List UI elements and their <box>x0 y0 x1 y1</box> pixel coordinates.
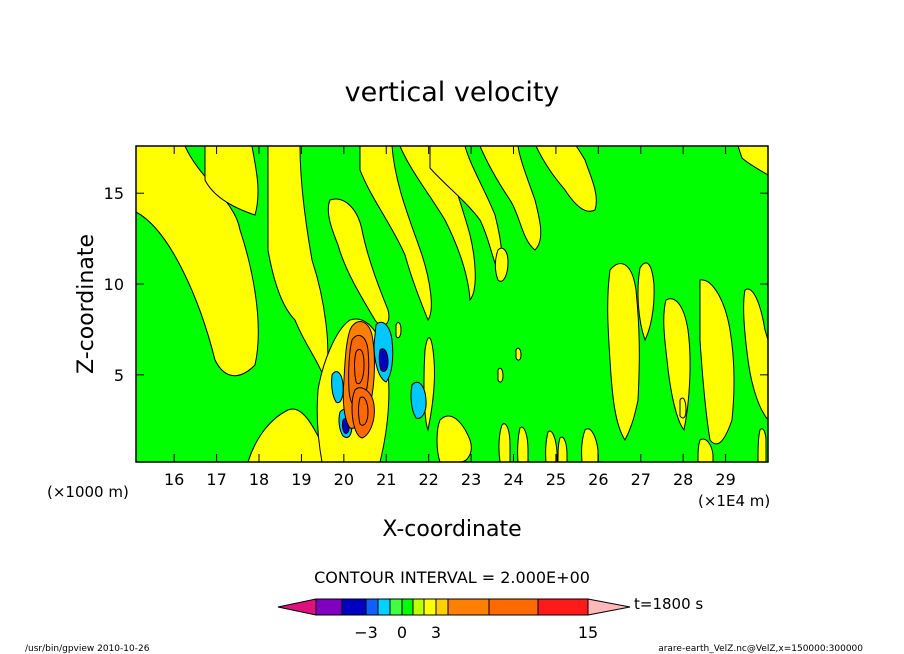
y-axis-label: Z-coordinate <box>74 234 99 374</box>
x-tick-label: 27 <box>631 470 651 489</box>
y-tick-label: 15 <box>104 184 124 203</box>
colorbar-segment <box>401 598 414 616</box>
x-tick-label: 20 <box>334 470 354 489</box>
colorbar-segment <box>277 598 317 616</box>
colorbar-segment <box>412 598 425 616</box>
x-tick-label: 21 <box>376 470 396 489</box>
colorbar-segment <box>365 598 379 616</box>
colorbar-label: 3 <box>431 623 441 642</box>
x-tick-label: 24 <box>503 470 523 489</box>
footer-right: arare-earth_VelZ.nc@VelZ,x=150000:300000 <box>658 644 863 654</box>
x-tick-label: 19 <box>291 470 311 489</box>
colorbar-segment <box>315 598 343 616</box>
colorbar-label: −3 <box>354 623 378 642</box>
colorbar-segment <box>377 598 391 616</box>
x-tick-label: 23 <box>461 470 481 489</box>
colorbar-label: 15 <box>578 623 598 642</box>
x-axis-label: X-coordinate <box>382 517 521 542</box>
y-tick-label: 10 <box>104 275 124 294</box>
colorbar-segment <box>389 598 403 616</box>
time-label: t=1800 s <box>634 595 703 613</box>
x-unit-left: (×1000 m) <box>47 483 129 501</box>
colorbar-segment <box>537 598 589 616</box>
y-tick-label: 5 <box>114 366 124 385</box>
x-tick-label: 29 <box>715 470 735 489</box>
x-tick-label: 28 <box>673 470 693 489</box>
contour-interval: CONTOUR INTERVAL = 2.000E+00 <box>314 568 590 587</box>
colorbar-segment <box>341 598 367 616</box>
colorbar <box>277 598 631 616</box>
x-tick-label: 18 <box>249 470 269 489</box>
x-tick-label: 17 <box>206 470 226 489</box>
colorbar-segment <box>488 598 539 616</box>
colorbar-label: 0 <box>397 623 407 642</box>
colorbar-labels: −3 0 3 15 <box>354 623 598 642</box>
footer-left: /usr/bin/gpview 2010-10-26 <box>25 644 150 654</box>
x-tick-label: 25 <box>546 470 566 489</box>
colorbar-segment <box>447 598 490 616</box>
colorbar-segment <box>435 598 449 616</box>
x-tick-label: 26 <box>588 470 608 489</box>
x-tick-label: 16 <box>164 470 184 489</box>
chart-title: vertical velocity <box>345 77 560 108</box>
x-unit-right: (×1E4 m) <box>698 492 770 510</box>
colorbar-segment <box>423 598 437 616</box>
x-axis: 16 17 18 19 20 21 22 23 24 25 26 27 28 29 <box>164 146 736 489</box>
x-tick-label: 22 <box>418 470 438 489</box>
y-axis: 5 10 15 <box>104 184 768 385</box>
contour-field <box>135 145 769 463</box>
colorbar-segment <box>587 598 631 616</box>
